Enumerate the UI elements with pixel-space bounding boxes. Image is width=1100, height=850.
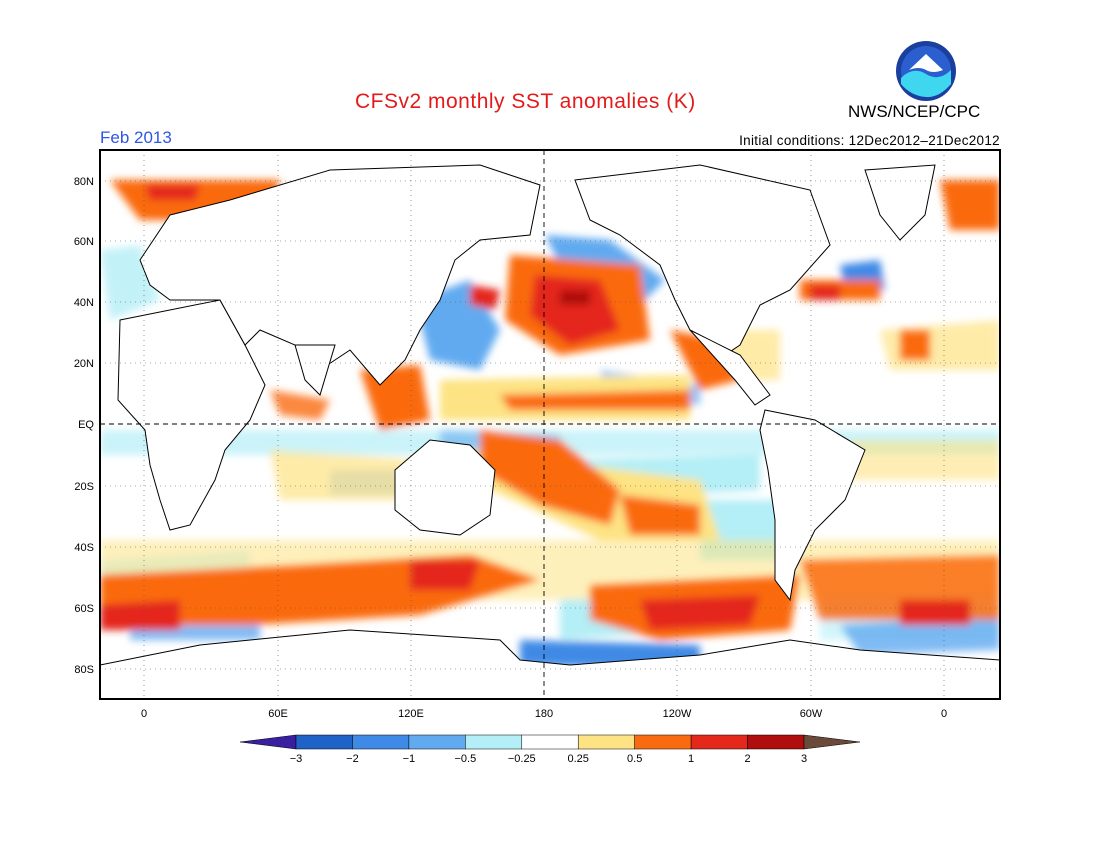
lon-label-120e: 120E — [398, 708, 424, 720]
equator-dateline — [100, 150, 1000, 699]
colorbar-swatch — [577, 734, 635, 750]
colorbar-label: 3 — [801, 753, 807, 765]
initial-conditions: Initial conditions: 12Dec2012–21Dec2012 — [739, 133, 1000, 148]
lat-label-40s: 40S — [74, 542, 94, 554]
forecast-month: Feb 2013 — [100, 128, 172, 147]
lon-label-120w: 120W — [663, 708, 692, 720]
lat-label-60s: 60S — [74, 603, 94, 615]
colorbar-label: −0.5 — [454, 753, 476, 765]
lon-label-0-east: 0 — [941, 708, 947, 720]
graticule — [100, 150, 1000, 699]
colorbar-swatch — [408, 734, 466, 750]
colorbar-swatch — [295, 734, 353, 750]
colorbar-swatch — [465, 734, 523, 750]
agency-name: NWS/NCEP/CPC — [848, 102, 981, 121]
colorbar-swatch — [521, 734, 579, 750]
colorbar-swatch — [634, 734, 692, 750]
lat-label-20s: 20S — [74, 481, 94, 493]
colorbar-label: 1 — [688, 753, 694, 765]
lat-label-80s: 80S — [74, 664, 94, 676]
lon-label-60w: 60W — [800, 708, 823, 720]
colorbar-label: −3 — [290, 753, 303, 765]
colorbar-label: 0.5 — [627, 753, 642, 765]
lat-label-20n: 20N — [74, 358, 94, 370]
map-frame — [99, 149, 1001, 700]
lat-label-40n: 40N — [74, 297, 94, 309]
colorbar-swatch — [352, 734, 410, 750]
lat-label-80n: 80N — [74, 176, 94, 188]
colorbar: −3 −2 −1 −0.5 −0.25 0.25 0.5 1 2 3 — [239, 734, 861, 765]
colorbar-swatch-max — [803, 734, 861, 750]
colorbar-label: −1 — [403, 753, 416, 765]
lon-label-0-west: 0 — [141, 708, 147, 720]
noaa-logo — [896, 41, 956, 101]
lat-label-eq: EQ — [78, 419, 94, 431]
lon-label-180: 180 — [535, 708, 553, 720]
colorbar-label: −0.25 — [508, 753, 536, 765]
land-masses — [100, 164, 1000, 699]
lon-label-60e: 60E — [268, 708, 288, 720]
colorbar-swatch — [747, 734, 805, 750]
colorbar-label: 2 — [744, 753, 750, 765]
lat-label-60n: 60N — [74, 236, 94, 248]
colorbar-label: 0.25 — [568, 753, 589, 765]
map-title: CFSv2 monthly SST anomalies (K) — [355, 90, 696, 113]
colorbar-label: −2 — [346, 753, 359, 765]
colorbar-swatch-min — [239, 734, 297, 750]
colorbar-swatch — [690, 734, 748, 750]
